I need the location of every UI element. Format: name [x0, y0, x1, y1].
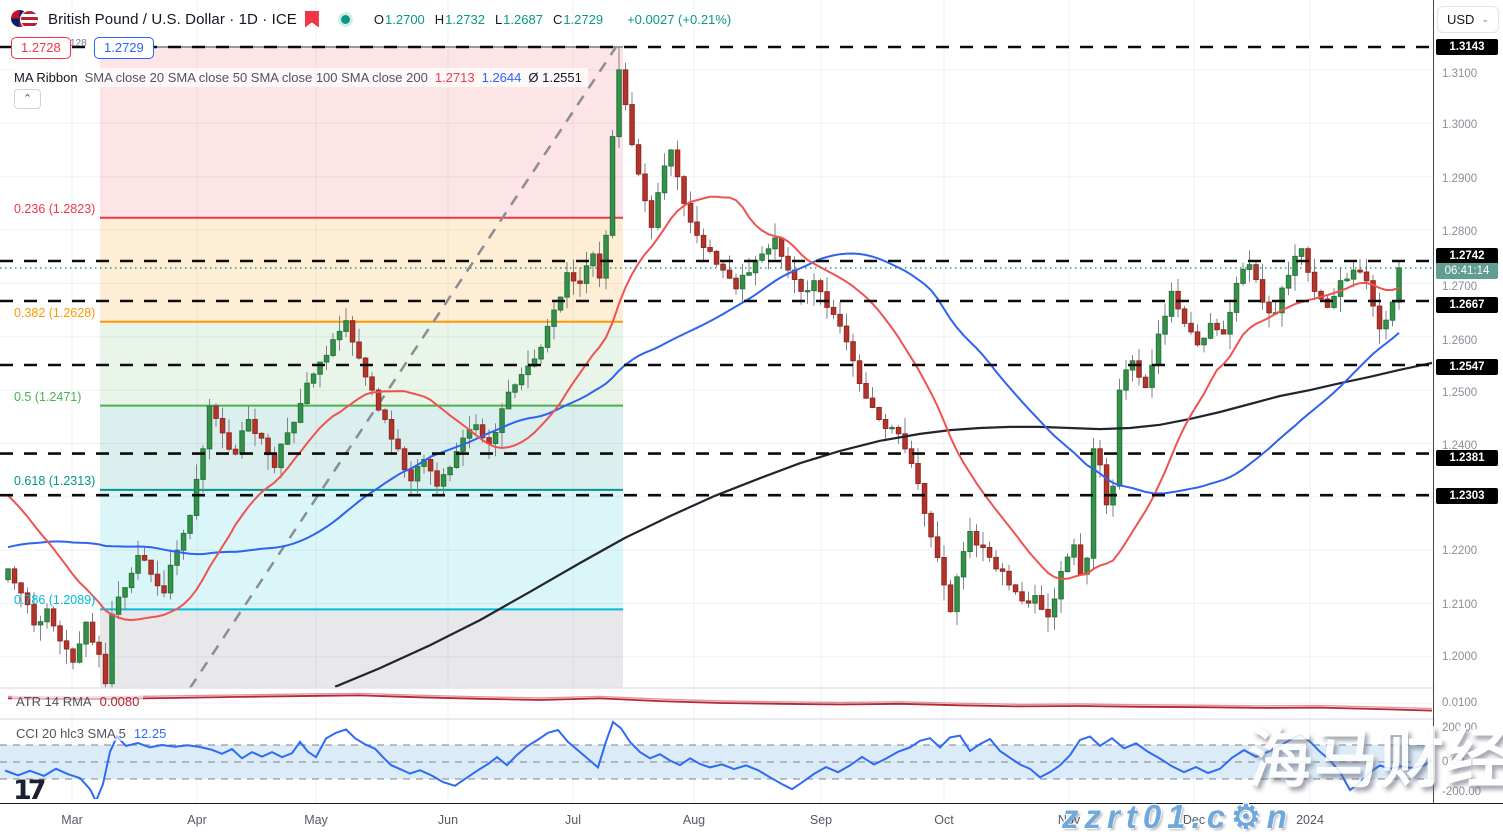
fib-level-label: 0.236 (1.2823) — [14, 201, 96, 216]
sma200-line — [334, 361, 1433, 688]
ohlc-item: C 1.2729 — [552, 11, 604, 27]
price-axis-label: 1.2100 — [1442, 599, 1478, 611]
atr-title: ATR 14 RMA — [16, 694, 92, 709]
price-level-badge: 1.2381 — [1436, 450, 1498, 466]
sma20-value: 1.2713 — [434, 70, 475, 85]
time-axis-label: 2024 — [1296, 813, 1324, 827]
price-axis[interactable]: 1.3143 1.3100 1.3000 1.2900 1.2800 1.2742 06:4… — [1433, 0, 1503, 803]
fib-level-label: 0.786 (1.2089) — [14, 593, 96, 608]
ohlc-item: L 1.2687 — [494, 11, 543, 27]
cci-title: CCI 20 hlc3 SMA 5 — [16, 726, 126, 741]
price-note-red[interactable]: 1.2728 — [11, 37, 71, 59]
fib-level-label: 0.5 (1.2471) — [14, 389, 82, 404]
cci-legend[interactable]: CCI 20 hlc3 SMA 5 12.25 — [12, 726, 171, 741]
trend-line[interactable] — [188, 46, 618, 688]
time-axis-label: Dec — [1182, 813, 1206, 827]
price-axis-label: 1.2400 — [1442, 440, 1478, 452]
bar-count-label: 128 — [70, 38, 87, 49]
price-axis-label: 1.2900 — [1442, 173, 1478, 185]
price-axis-label: -200.00 — [1442, 786, 1482, 798]
time-axis-label: Mar — [61, 813, 83, 827]
cci-line — [4, 720, 1433, 799]
price-level-badge: 1.3143 — [1436, 39, 1498, 55]
price-axis-label: 1.2200 — [1442, 545, 1478, 557]
price-note-blue[interactable]: 1.2729 — [94, 37, 154, 59]
watermark-url-suffix: n — [1266, 798, 1293, 834]
time-axis[interactable]: Mar Apr May Jun Jul Aug Sep Oct Nov Dec 2024 — [0, 803, 1503, 834]
price-axis-label: 1.2500 — [1442, 387, 1478, 399]
cci-value: 12.25 — [133, 726, 167, 741]
price-axis-label: 1.2600 — [1442, 335, 1478, 347]
time-axis-label: Aug — [682, 813, 706, 827]
flagged-symbol-icon[interactable] — [304, 10, 319, 28]
sma50-value: 1.2644 — [481, 70, 522, 85]
gear-icon: ⚙ — [1231, 798, 1267, 834]
currency-unit-label: USD — [1447, 12, 1475, 27]
time-axis-label: Sep — [809, 813, 833, 827]
fib-level-label: 0.382 (1.2628) — [14, 305, 96, 320]
countdown-badge: 06:41:14 — [1436, 263, 1498, 279]
price-axis-label: 0.00 — [1442, 756, 1465, 768]
price-axis-label: 1.2800 — [1442, 226, 1478, 238]
change-value: +0.0027 (+0.21%) — [627, 11, 732, 27]
ohlc-legend: O 1.2700 H 1.2732 L 1.2687 C 1.2729 — [374, 12, 603, 27]
watermark-url-prefix: zzrt01.c — [1062, 798, 1232, 834]
fib-level-label: 0.618 (1.2313) — [14, 473, 96, 488]
chart-canvas[interactable] — [0, 0, 1433, 834]
indicator-params: SMA close 20 SMA close 50 SMA close 100 … — [84, 70, 428, 85]
market-status-icon[interactable] — [340, 14, 350, 24]
sma20-line — [7, 195, 1400, 622]
currency-pair-flag-icon — [10, 9, 40, 29]
ma-lines — [7, 195, 1433, 688]
currency-unit-dropdown[interactable]: USD ⌄ — [1437, 6, 1499, 33]
time-axis-label: Apr — [187, 813, 207, 827]
usd-flag-icon — [20, 10, 39, 29]
time-axis-label: May — [304, 813, 328, 827]
time-axis-label: Oct — [934, 813, 954, 827]
price-level-badge: 1.2303 — [1436, 488, 1498, 504]
atr-pane — [7, 692, 1433, 712]
symbol-title[interactable]: British Pound / U.S. Dollar · 1D · ICE — [48, 10, 297, 28]
price-axis-label: 1.3000 — [1442, 119, 1478, 131]
price-axis-label: 1.3100 — [1442, 68, 1478, 80]
time-axis-label: Jul — [565, 813, 581, 827]
price-level-badge: 1.2667 — [1436, 297, 1498, 313]
ohlc-item: O 1.2700 — [373, 11, 425, 27]
atr-rma-line — [7, 694, 1433, 712]
collapse-legend-button[interactable]: ⌃ — [14, 89, 41, 109]
tradingview-logo[interactable]: 17 — [13, 775, 47, 806]
watermark-cjk: 海马财经 — [1248, 723, 1503, 795]
ohlc-item: H 1.2732 — [434, 11, 485, 27]
price-axis-label: 1.2700 — [1442, 281, 1478, 293]
watermark-url: zzrt01.c⚙n — [1062, 797, 1293, 834]
time-axis-label: Jun — [437, 813, 459, 827]
symbol-bar: British Pound / U.S. Dollar · 1D · ICE O… — [10, 6, 731, 32]
atr-raw-line — [7, 692, 1433, 710]
sma200-value: Ø 1.2551 — [528, 70, 582, 85]
cci-pane — [0, 720, 1433, 799]
price-axis-label: 1.2000 — [1442, 651, 1478, 663]
price-level-badge: 1.2547 — [1436, 359, 1498, 375]
price-axis-label: 0.0100 — [1442, 697, 1478, 709]
indicator-title: MA Ribbon — [14, 70, 78, 85]
ma-ribbon-legend[interactable]: MA Ribbon SMA close 20 SMA close 50 SMA … — [12, 68, 588, 87]
candlestick-series — [5, 47, 1402, 688]
sma50-line — [7, 252, 1400, 556]
price-axis-label: 200.00 — [1442, 722, 1478, 734]
price-level-badge: 1.2742 — [1436, 248, 1498, 264]
time-axis-label: Nov — [1057, 813, 1081, 827]
chevron-down-icon: ⌄ — [1481, 14, 1489, 24]
atr-legend[interactable]: ATR 14 RMA 0.0080 — [12, 694, 144, 709]
atr-value: 0.0080 — [99, 694, 140, 709]
